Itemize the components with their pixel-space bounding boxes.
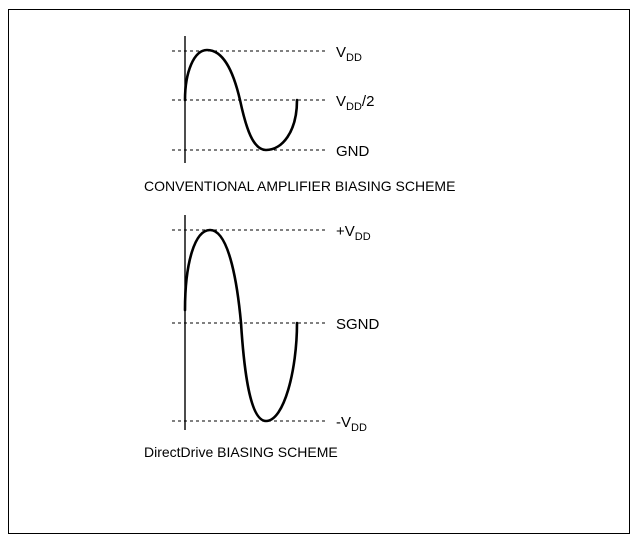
- conventional-gnd-label: GND: [336, 143, 370, 160]
- conventional-vdd-label: VDD: [336, 44, 362, 64]
- directdrive-pos-vdd-label: +VDD: [336, 223, 371, 243]
- conventional-half-vdd-label: VDD/2: [336, 93, 374, 113]
- conventional-diagram: VDD VDD/2 GND CONVENTIONAL AMPLIFIER BIA…: [144, 36, 455, 194]
- directdrive-sgnd-label: SGND: [336, 316, 380, 333]
- directdrive-diagram: +VDD SGND -VDD DirectDrive BIASING SCHEM…: [144, 215, 380, 460]
- conventional-waveform: [183, 48, 299, 152]
- directdrive-waveform: [183, 228, 299, 423]
- directdrive-caption: DirectDrive BIASING SCHEME: [144, 444, 338, 460]
- conventional-caption: CONVENTIONAL AMPLIFIER BIASING SCHEME: [144, 178, 455, 194]
- directdrive-neg-vdd-label: -VDD: [336, 414, 367, 434]
